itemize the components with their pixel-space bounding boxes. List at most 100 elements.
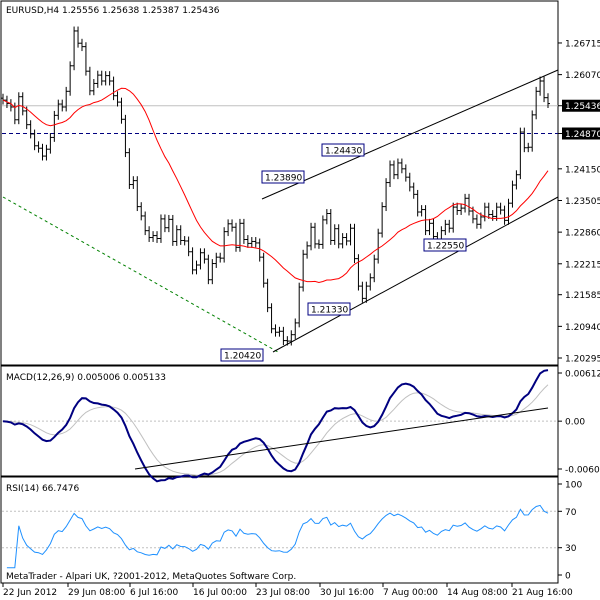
price-bar xyxy=(506,198,511,225)
price-bar xyxy=(95,70,100,88)
price-annotation-label: 1.24430 xyxy=(325,147,362,157)
price-annotation-1-24430: 1.24430 xyxy=(321,143,365,157)
price-bar xyxy=(530,110,535,152)
price-bar xyxy=(115,91,120,107)
price-bar xyxy=(79,38,84,52)
price-bar xyxy=(273,324,278,337)
price-bar xyxy=(245,235,250,248)
price-annotation-1-23890: 1.23890 xyxy=(261,170,305,184)
price-bar xyxy=(348,223,353,246)
price-tag-box xyxy=(562,127,600,140)
price-bar xyxy=(455,202,460,215)
price-bar xyxy=(182,236,187,246)
x-tick-label: 22 Jun 2012 xyxy=(3,588,57,598)
moving-average-line xyxy=(2,87,549,284)
price-bar xyxy=(538,76,543,96)
price-bar xyxy=(522,127,527,153)
price-bar xyxy=(87,66,92,96)
x-tick-label: 16 Jul 00:00 xyxy=(193,588,247,598)
price-bar xyxy=(502,205,507,225)
price-bar xyxy=(324,209,329,225)
macd-tick-label: 0.00 xyxy=(565,418,585,428)
rsi-tick-label: 70 xyxy=(565,508,577,518)
price-bar xyxy=(309,222,314,251)
price-bar xyxy=(340,233,345,249)
price-bar xyxy=(103,71,108,86)
price-bar xyxy=(40,143,45,161)
price-bar xyxy=(230,219,235,232)
rsi-line xyxy=(6,504,549,569)
price-annotation-box xyxy=(261,170,305,184)
price-bar xyxy=(36,141,41,153)
price-bar xyxy=(301,249,306,292)
price-bar xyxy=(202,248,207,264)
price-tag-label: 1.24870 xyxy=(565,130,600,140)
price-bar xyxy=(336,224,341,249)
price-bar xyxy=(151,231,156,242)
price-bar xyxy=(226,219,231,237)
price-bar xyxy=(178,225,183,245)
price-tick-label: 1.26715 xyxy=(565,39,600,49)
price-bar xyxy=(249,237,254,248)
price-bar xyxy=(72,26,77,71)
x-tick-label: 14 Aug 08:00 xyxy=(447,588,508,598)
price-bar xyxy=(407,172,412,192)
price-bar xyxy=(526,142,531,153)
price-bar xyxy=(364,281,369,303)
rsi-tick-label: 0 xyxy=(565,572,571,582)
price-tick-label: 1.20940 xyxy=(565,323,600,333)
price-bar xyxy=(419,205,424,217)
macd-main-line xyxy=(2,369,549,483)
symbol-header: EURUSD,H4 1.25556 1.25638 1.25387 1.2543… xyxy=(6,6,220,16)
price-bar xyxy=(241,218,246,244)
price-bar xyxy=(415,189,420,217)
price-bar xyxy=(222,227,227,263)
price-bar xyxy=(214,252,219,268)
footer-copyright: MetaTrader - Alpari UK, ?2001-2012, Meta… xyxy=(6,572,296,582)
price-bar xyxy=(24,106,29,130)
price-bar xyxy=(451,202,456,233)
price-annotation-label: 1.23890 xyxy=(265,174,302,184)
price-annotation-1-22550: 1.22550 xyxy=(423,238,467,252)
price-bar xyxy=(289,330,294,346)
macd-signal-line xyxy=(3,384,549,476)
price-bar xyxy=(482,202,487,222)
price-annotation-box xyxy=(423,238,467,252)
price-bar xyxy=(305,241,310,259)
price-bar xyxy=(158,214,163,243)
price-tick-label: 1.22860 xyxy=(565,229,600,239)
price-bar xyxy=(384,178,389,212)
price-bar xyxy=(135,176,140,212)
price-bar xyxy=(234,222,239,252)
price-bar xyxy=(99,70,104,86)
price-bar xyxy=(380,202,385,238)
price-bar xyxy=(518,127,523,180)
price-bar xyxy=(111,76,116,101)
rsi-layer xyxy=(2,504,558,569)
price-tick-label: 1.24150 xyxy=(565,165,600,175)
price-bar xyxy=(143,211,148,236)
channel-lower-line xyxy=(272,196,559,353)
price-bar xyxy=(56,99,61,120)
price-annotation-label: 1.22550 xyxy=(427,242,464,252)
price-annotation-1-20420: 1.20420 xyxy=(220,348,264,362)
x-tick-label: 7 Aug 00:00 xyxy=(383,588,438,598)
price-bar xyxy=(356,254,361,291)
price-bar xyxy=(463,193,468,213)
price-bar xyxy=(514,170,519,190)
price-bar xyxy=(194,260,199,275)
price-bar xyxy=(190,247,195,275)
price-bar xyxy=(20,92,25,116)
x-tick-label: 23 Jul 08:00 xyxy=(256,588,310,598)
dashed-support-line xyxy=(2,196,279,353)
macd-tick-label: 0.00612 xyxy=(565,370,600,380)
price-annotation-box xyxy=(321,143,365,157)
price-bar xyxy=(391,160,396,180)
price-bar xyxy=(257,238,262,262)
price-bar xyxy=(281,326,286,345)
price-tag-box xyxy=(562,99,600,112)
price-bar xyxy=(28,120,33,139)
rsi-panel-frame xyxy=(0,476,559,584)
price-annotation-label: 1.20420 xyxy=(224,352,261,362)
